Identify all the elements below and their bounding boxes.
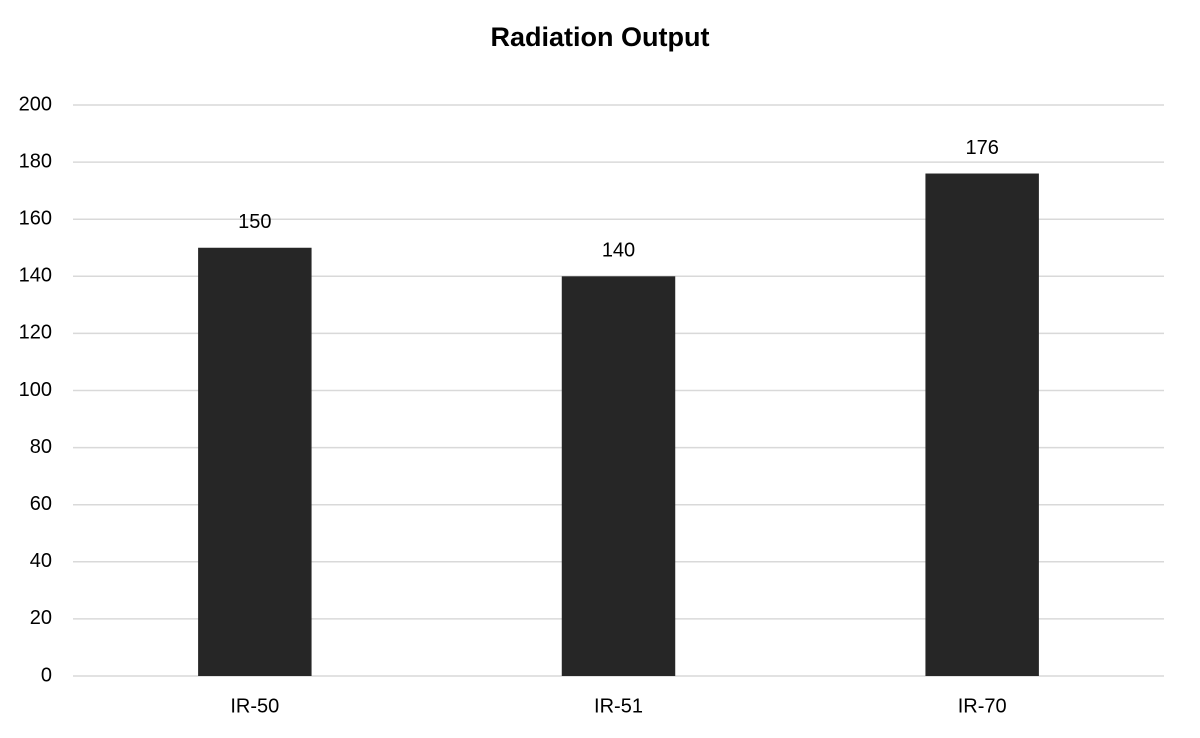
y-tick-label: 100	[19, 379, 52, 401]
y-tick-label: 180	[19, 150, 52, 172]
value-label: 150	[238, 211, 271, 233]
y-tick-label: 160	[19, 207, 52, 229]
y-tick-label: 140	[19, 265, 52, 287]
bar	[561, 276, 676, 676]
y-tick-label: 20	[30, 607, 52, 629]
y-tick-label: 0	[41, 664, 52, 686]
y-tick-label: 200	[19, 93, 52, 115]
chart-title: Radiation Output	[491, 22, 710, 52]
y-tick-label: 40	[30, 550, 52, 572]
bar	[198, 247, 312, 676]
x-tick-label: IR-51	[594, 695, 643, 717]
bar	[925, 173, 1039, 676]
value-label: 176	[965, 137, 998, 159]
value-label: 140	[602, 240, 635, 262]
x-tick-label: IR-50	[230, 695, 279, 717]
y-tick-label: 120	[19, 322, 52, 344]
y-tick-label: 80	[30, 436, 52, 458]
x-tick-label: IR-70	[958, 695, 1007, 717]
y-tick-label: 60	[30, 493, 52, 515]
